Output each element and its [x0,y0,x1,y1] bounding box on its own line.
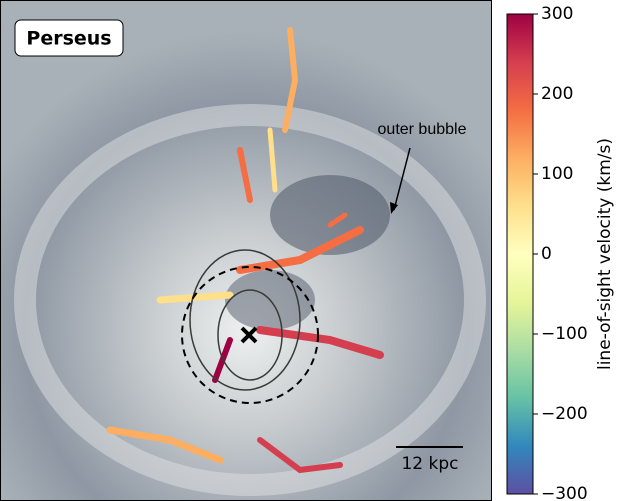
colorbar [507,14,533,494]
page: {"chart_data": {"type": "image", "title"… [0,0,620,501]
colorbar-tick-label: 0 [541,244,552,264]
colorbar-tick-label: −300 [541,484,588,501]
figure: Perseus outer bubble 12 kpc line-of-sigh… [0,0,620,501]
colorbar-tick-label: −100 [541,324,588,344]
colorbar-label: line-of-sight velocity (km/s) [595,138,615,370]
colorbar-tick-label: −200 [541,404,588,424]
title: Perseus [26,28,111,50]
scale-bar-label: 12 kpc [401,454,458,474]
colorbar-tick-label: 200 [541,84,573,104]
colorbar-tick-label: 300 [541,4,573,24]
image: Perseus outer bubble 12 kpc [0,0,492,501]
annotation: outer bubble [378,121,467,138]
colorbar-tick-label: 100 [541,164,573,184]
